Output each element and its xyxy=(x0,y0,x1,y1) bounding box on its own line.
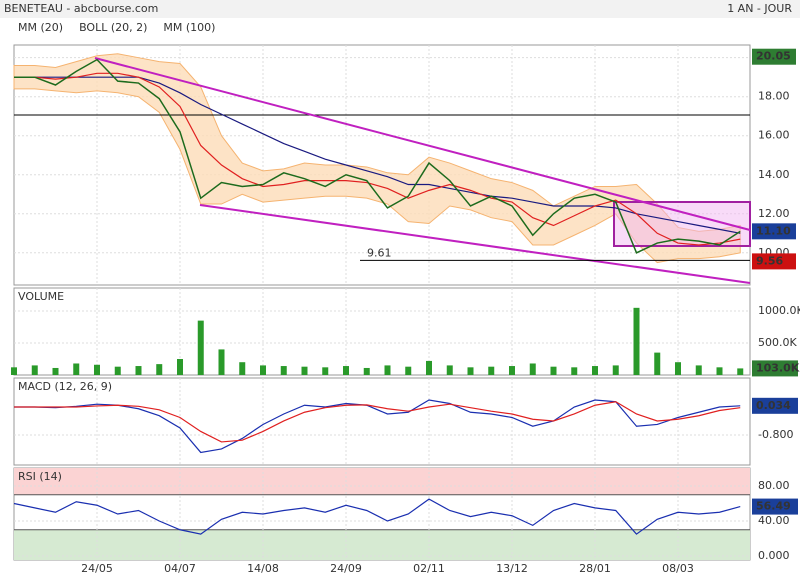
trend-line xyxy=(199,204,751,284)
volume-bar xyxy=(529,363,536,375)
last-box xyxy=(752,498,798,515)
y-tick-label: 14.00 xyxy=(758,168,790,181)
indicator-line xyxy=(14,399,741,454)
oversold-zone xyxy=(14,529,750,560)
annotation: 9.61 xyxy=(367,246,392,259)
y-tick-label: 40.00 xyxy=(758,514,790,527)
last-box xyxy=(752,223,796,240)
volume-bar xyxy=(73,363,80,375)
y-tick-label: 1000.0K xyxy=(758,304,800,317)
volume-bar xyxy=(488,366,495,375)
y-tick-label: 12.00 xyxy=(758,207,790,220)
volume-bar xyxy=(280,366,287,375)
volume-bar xyxy=(592,366,598,375)
low-box-label: 9.56 xyxy=(756,254,783,267)
volume-bar xyxy=(322,367,329,375)
panel-title: RSI (14) xyxy=(18,470,62,483)
x-tick-label: 28/01 xyxy=(579,562,611,575)
panel xyxy=(13,287,751,376)
volume-bar xyxy=(716,367,723,375)
page-title: BENETEAU - abcbourse.com xyxy=(4,2,158,15)
volume-bar xyxy=(301,366,308,375)
x-tick-label: 04/07 xyxy=(164,562,196,575)
volume-bar xyxy=(467,367,474,375)
volume-bar xyxy=(675,362,681,375)
volume-bar xyxy=(363,367,370,375)
legend-entry: MM (100) xyxy=(163,21,215,34)
volume-bar xyxy=(114,366,121,375)
volume-bar xyxy=(612,365,619,375)
volume-bar xyxy=(177,359,183,375)
period: 1 AN - JOUR xyxy=(727,2,792,15)
volume-bar xyxy=(695,365,702,375)
x-tick-label: 08/03 xyxy=(662,562,694,575)
volume-bar xyxy=(446,365,453,375)
panel-title: MACD (12, 26, 9) xyxy=(18,380,112,393)
volume-bar xyxy=(550,366,557,375)
price-line xyxy=(14,58,741,254)
x-tick-label: 24/09 xyxy=(330,562,362,575)
indicator-line xyxy=(13,498,741,535)
last-box-label: 56.49 xyxy=(756,500,791,513)
overbought-zone xyxy=(14,468,750,495)
last-box-label: 11.10 xyxy=(756,224,791,237)
x-tick-label: 24/05 xyxy=(81,562,113,575)
last-box xyxy=(752,360,798,377)
legend-entry: MM (20) xyxy=(18,21,63,34)
indicator-line xyxy=(14,401,741,443)
last-box xyxy=(752,397,798,414)
x-tick-label: 14/08 xyxy=(247,562,279,575)
volume-bar xyxy=(218,349,225,375)
volume-bar xyxy=(11,367,17,375)
volume-bar xyxy=(94,364,100,375)
y-tick-label: 500.0K xyxy=(758,336,797,349)
volume-bar xyxy=(260,365,266,375)
legend-entry: BOLL (20, 2) xyxy=(79,21,147,34)
volume-bar xyxy=(384,365,391,375)
y-tick-label: 0.000 xyxy=(758,549,790,562)
y-tick-label: 18.00 xyxy=(758,90,790,103)
volume-bar xyxy=(197,320,204,375)
header-bar xyxy=(0,0,800,18)
high-box-label: 20.05 xyxy=(756,50,791,63)
volume-bar xyxy=(343,366,349,375)
y-tick-label: -0.800 xyxy=(758,428,793,441)
x-tick-label: 02/11 xyxy=(413,562,445,575)
panel-title: VOLUME xyxy=(18,290,64,303)
volume-bar xyxy=(509,366,515,375)
volume-bar xyxy=(654,352,661,375)
y-tick-label: 80.00 xyxy=(758,479,790,492)
volume-bar xyxy=(31,365,38,375)
last-box-label: 0.034 xyxy=(756,399,791,412)
panel xyxy=(13,377,751,466)
low-box xyxy=(752,253,796,270)
volume-bar xyxy=(156,364,163,375)
last-box-label: 103.0K xyxy=(756,361,800,374)
moving-average xyxy=(14,72,741,246)
volume-bar xyxy=(52,367,59,375)
volume-bar xyxy=(405,366,412,375)
volume-bar xyxy=(135,366,142,375)
volume-bar xyxy=(633,307,640,375)
volume-bar xyxy=(737,368,744,375)
volume-bar xyxy=(571,367,578,375)
volume-bar xyxy=(239,362,246,375)
volume-bar xyxy=(426,360,432,375)
y-tick-label: 16.00 xyxy=(758,129,790,142)
high-box xyxy=(752,48,796,65)
trend-line xyxy=(94,57,751,231)
x-tick-label: 13/12 xyxy=(496,562,528,575)
